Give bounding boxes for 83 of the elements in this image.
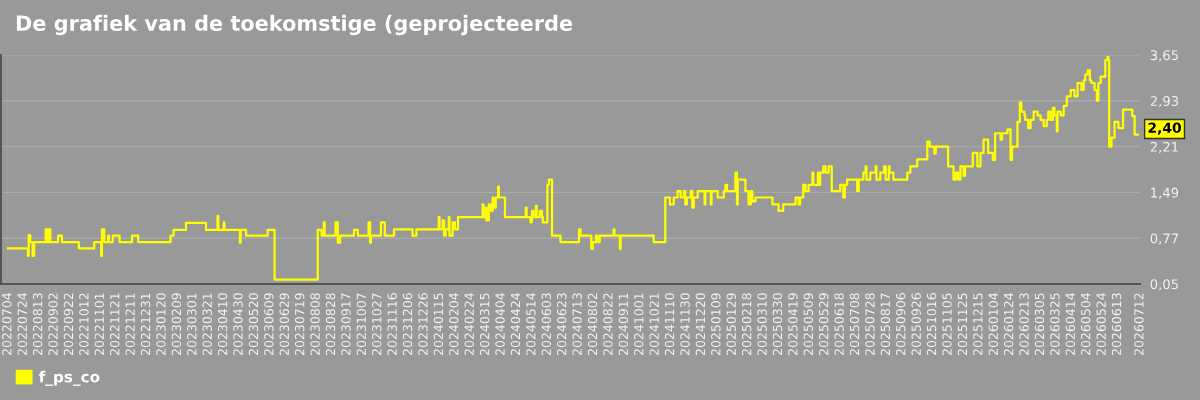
- x-tick-label: 20220922: [63, 293, 74, 356]
- x-tick-label: 20240115: [433, 293, 444, 356]
- x-tick-label: 20230719: [294, 293, 305, 356]
- x-tick-label: 20260325: [1050, 293, 1060, 356]
- x-tick-label: 20260104: [988, 293, 998, 356]
- x-tick-label: 20241001: [634, 293, 644, 356]
- x-tick-label: 20240315: [479, 293, 490, 356]
- x-tick-label: 20250330: [772, 293, 783, 356]
- x-tick-label: 20260414: [1065, 293, 1076, 356]
- x-tick-label: 20230609: [264, 293, 274, 356]
- x-tick-label: 20240822: [603, 293, 613, 356]
- x-tick-label: 20250906: [896, 293, 906, 356]
- x-tick-label: 20250926: [911, 293, 921, 356]
- x-tick-label: 20241130: [680, 293, 690, 356]
- x-tick-label: 20221101: [94, 293, 105, 356]
- x-tick-label: 20250529: [818, 293, 829, 356]
- x-tick-label: 20230301: [187, 293, 197, 356]
- x-tick-label: 20240623: [556, 293, 567, 356]
- x-tick-label: 20231007: [356, 293, 367, 356]
- x-tick-label: 20251105: [942, 293, 952, 356]
- y-tick-label: 2,21: [1150, 141, 1178, 154]
- x-tick-label: 20221012: [79, 293, 89, 356]
- x-tick-label: 20220902: [48, 293, 58, 356]
- x-tick-label: 20260613: [1111, 293, 1122, 356]
- y-tick-label: 0,05: [1150, 279, 1178, 291]
- x-tick-label: 20241220: [695, 293, 706, 356]
- x-tick-label: 20230321: [202, 293, 212, 356]
- x-tick-label: 20230629: [279, 293, 289, 356]
- x-tick-label: 20250310: [757, 293, 767, 356]
- x-tick-label: 20240204: [449, 293, 459, 356]
- x-tick-label: 20260305: [1034, 293, 1045, 356]
- x-tick-label: 20240424: [510, 293, 521, 356]
- x-tick-label: 20250817: [880, 293, 891, 356]
- x-tick-label: 20250509: [803, 293, 814, 356]
- x-tick-label: 20220813: [32, 293, 43, 356]
- y-tick-label: 2,93: [1150, 96, 1179, 108]
- x-tick-label: 20260504: [1081, 293, 1091, 356]
- x-tick-label: 20260124: [1003, 293, 1014, 356]
- x-tick-label: 20221121: [110, 293, 120, 356]
- x-tick-label: 20240603: [541, 293, 552, 356]
- legend-label: f_ps_co: [38, 370, 100, 386]
- chart-title: De grafiek van de toekomstige (geprojecteerde: [16, 14, 573, 36]
- y-tick-label: 1,49: [1151, 187, 1179, 199]
- x-tick-label: 20250419: [788, 293, 798, 356]
- x-tick-label: 20231206: [402, 293, 413, 356]
- y-tick-label: 3,65: [1150, 50, 1178, 62]
- x-tick-label: 20220704: [2, 293, 12, 356]
- x-tick-label: 20251215: [973, 293, 983, 356]
- x-tick-label: 20231027: [372, 293, 382, 356]
- x-tick-label: 20240911: [618, 293, 629, 356]
- x-tick-label: 20240404: [495, 293, 505, 356]
- x-tick-label: 20251016: [926, 293, 937, 356]
- x-tick-label: 20231226: [418, 293, 428, 356]
- x-tick-label: 20240514: [526, 293, 536, 356]
- x-tick-label: 20230209: [171, 293, 182, 356]
- y-tick-label: 0,77: [1150, 233, 1178, 245]
- x-tick-label: 20221211: [125, 293, 135, 356]
- x-tick-label: 20240713: [572, 293, 582, 356]
- x-tick-label: 20220724: [17, 293, 27, 356]
- x-tick-label: 20230410: [217, 293, 228, 356]
- x-tick-label: 20260712: [1134, 293, 1144, 356]
- x-tick-label: 20250129: [726, 293, 736, 356]
- x-tick-label: 20250218: [741, 293, 752, 356]
- x-tick-label: 20250728: [865, 293, 875, 356]
- x-tick-label: 20251125: [957, 293, 968, 356]
- x-tick-label: 20241110: [664, 293, 675, 356]
- x-tick-label: 20260524: [1096, 293, 1106, 356]
- annotation: 2,40: [1148, 122, 1182, 135]
- x-tick-label: 20231116: [387, 293, 397, 356]
- x-tick-label: 20230917: [341, 293, 351, 356]
- x-tick-label: 20230808: [310, 293, 320, 356]
- x-tick-label: 20260213: [1019, 293, 1029, 356]
- x-tick-label: 20221231: [140, 293, 151, 356]
- x-tick-label: 20230120: [156, 293, 166, 356]
- x-tick-label: 20250708: [849, 293, 860, 356]
- x-tick-label: 20240802: [587, 293, 598, 356]
- x-tick-label: 20240224: [464, 293, 474, 356]
- x-tick-label: 20250618: [834, 293, 844, 356]
- x-tick-label: 20230430: [233, 293, 243, 356]
- x-tick-label: 20241021: [649, 293, 659, 356]
- x-tick-label: 20230828: [325, 293, 336, 356]
- x-tick-label: 20250109: [711, 293, 721, 356]
- x-tick-label: 20230520: [248, 293, 259, 356]
